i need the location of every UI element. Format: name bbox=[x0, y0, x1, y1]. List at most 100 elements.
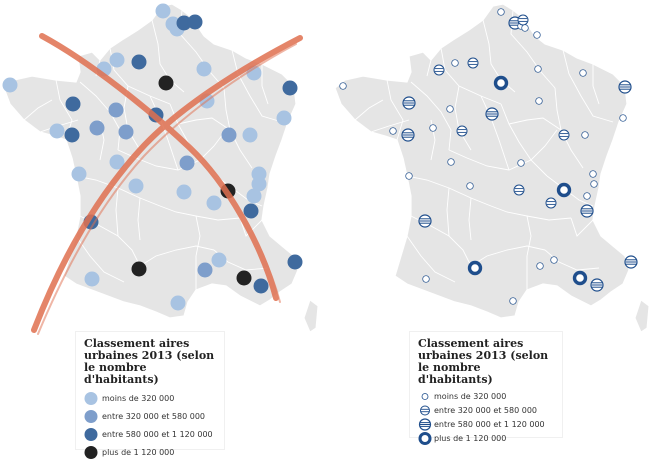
city-dot bbox=[109, 52, 125, 68]
legend-label: plus de 1 120 000 bbox=[102, 448, 175, 457]
city-dot bbox=[187, 14, 203, 30]
city-ring bbox=[550, 256, 558, 264]
city-ring bbox=[558, 129, 570, 141]
department-boundary bbox=[406, 235, 456, 283]
department-boundary bbox=[526, 215, 532, 290]
city-dot bbox=[179, 155, 195, 171]
department-boundary bbox=[354, 99, 384, 121]
department-boundary bbox=[195, 215, 201, 290]
city-dot bbox=[196, 61, 212, 77]
city-dot bbox=[109, 154, 125, 170]
corsica bbox=[634, 299, 649, 333]
department-boundary bbox=[139, 245, 215, 267]
city-ring bbox=[467, 260, 483, 276]
city-ring bbox=[446, 105, 454, 113]
city-dot bbox=[242, 127, 258, 143]
city-ring bbox=[509, 297, 517, 305]
legend-dot-large bbox=[84, 428, 98, 441]
city-dot bbox=[276, 110, 292, 126]
city-ring bbox=[456, 125, 468, 137]
city-dot bbox=[158, 75, 174, 91]
legend-label: plus de 1 120 000 bbox=[434, 434, 507, 443]
department-boundary bbox=[500, 103, 548, 177]
legend-dot-small bbox=[84, 392, 98, 405]
department-boundary bbox=[410, 81, 452, 151]
legend-title: Classement aires urbaines 2013 (selon le… bbox=[84, 337, 215, 386]
city-ring bbox=[493, 75, 509, 91]
france-map-right bbox=[334, 3, 649, 333]
city-dot bbox=[2, 77, 18, 93]
legend-ring-large bbox=[418, 418, 432, 431]
city-dot bbox=[118, 124, 134, 140]
department-boundary bbox=[426, 59, 432, 77]
cross-stroke bbox=[45, 39, 281, 303]
city-ring bbox=[422, 275, 430, 283]
city-ring bbox=[533, 31, 541, 39]
city-ring bbox=[521, 24, 529, 32]
city-dot bbox=[176, 184, 192, 200]
city-dot bbox=[64, 127, 80, 143]
cross-stroke bbox=[37, 43, 297, 335]
department-boundary bbox=[115, 187, 119, 237]
city-dots bbox=[2, 3, 303, 311]
city-dot bbox=[65, 96, 81, 112]
city-dot bbox=[246, 65, 262, 81]
city-rings bbox=[339, 8, 638, 305]
department-boundary bbox=[123, 85, 141, 151]
map-panel-left: Classement aires urbaines 2013 (selon le… bbox=[0, 0, 324, 459]
city-dot bbox=[170, 295, 186, 311]
city-dot bbox=[131, 261, 147, 277]
city-ring bbox=[517, 159, 525, 167]
city-ring bbox=[497, 8, 505, 16]
corsica bbox=[303, 299, 319, 333]
department-boundary bbox=[592, 64, 600, 105]
map-panel-right: Classement aires urbaines 2013 (selon le… bbox=[325, 0, 649, 448]
city-ring bbox=[418, 214, 432, 228]
city-ring bbox=[545, 197, 557, 209]
department-boundary bbox=[75, 235, 125, 283]
legend-item-medium: entre 320 000 et 580 000 bbox=[410, 404, 562, 418]
city-ring bbox=[619, 114, 627, 122]
city-dot bbox=[211, 252, 227, 268]
city-dot bbox=[287, 254, 303, 270]
city-ring bbox=[513, 184, 525, 196]
department-boundary bbox=[239, 217, 263, 237]
department-boundary bbox=[570, 217, 594, 237]
city-ring bbox=[466, 182, 474, 190]
city-ring bbox=[572, 270, 588, 286]
department-boundary bbox=[23, 99, 53, 121]
legend-label: entre 320 000 et 580 000 bbox=[102, 412, 206, 421]
department-boundary bbox=[137, 197, 141, 241]
legend-item-large: entre 580 000 et 1 120 000 bbox=[410, 418, 562, 432]
legend-title: Classement aires urbaines 2013 (selon le… bbox=[418, 337, 549, 386]
city-dot bbox=[71, 166, 87, 182]
city-dot bbox=[108, 102, 124, 118]
legend-item-xlarge: plus de 1 120 000 bbox=[76, 444, 224, 462]
department-boundary bbox=[177, 117, 231, 131]
city-ring bbox=[447, 158, 455, 166]
city-ring bbox=[536, 262, 544, 270]
france-outline bbox=[3, 3, 299, 319]
department-boundary bbox=[454, 85, 472, 151]
city-dot bbox=[197, 262, 213, 278]
france-regions bbox=[334, 3, 649, 333]
department-boundary bbox=[508, 117, 562, 131]
department-boundary bbox=[386, 79, 404, 141]
city-ring bbox=[535, 97, 543, 105]
legend-ring-xlarge bbox=[418, 432, 432, 445]
department-boundary bbox=[530, 129, 558, 161]
legend-item-medium: entre 320 000 et 580 000 bbox=[76, 408, 224, 426]
legend-label: moins de 320 000 bbox=[102, 394, 175, 403]
city-dot bbox=[253, 278, 269, 294]
legend-ring-medium bbox=[420, 405, 430, 416]
legend-item-small: moins de 320 000 bbox=[410, 390, 562, 404]
department-boundary bbox=[448, 149, 532, 171]
department-boundary bbox=[231, 49, 283, 123]
department-boundary bbox=[446, 187, 450, 237]
city-dot bbox=[236, 270, 252, 286]
city-ring bbox=[485, 107, 499, 121]
legend-label: entre 320 000 et 580 000 bbox=[434, 406, 538, 415]
city-dot bbox=[251, 176, 267, 192]
department-boundary bbox=[151, 19, 185, 93]
legend-item-small: moins de 320 000 bbox=[76, 390, 224, 408]
